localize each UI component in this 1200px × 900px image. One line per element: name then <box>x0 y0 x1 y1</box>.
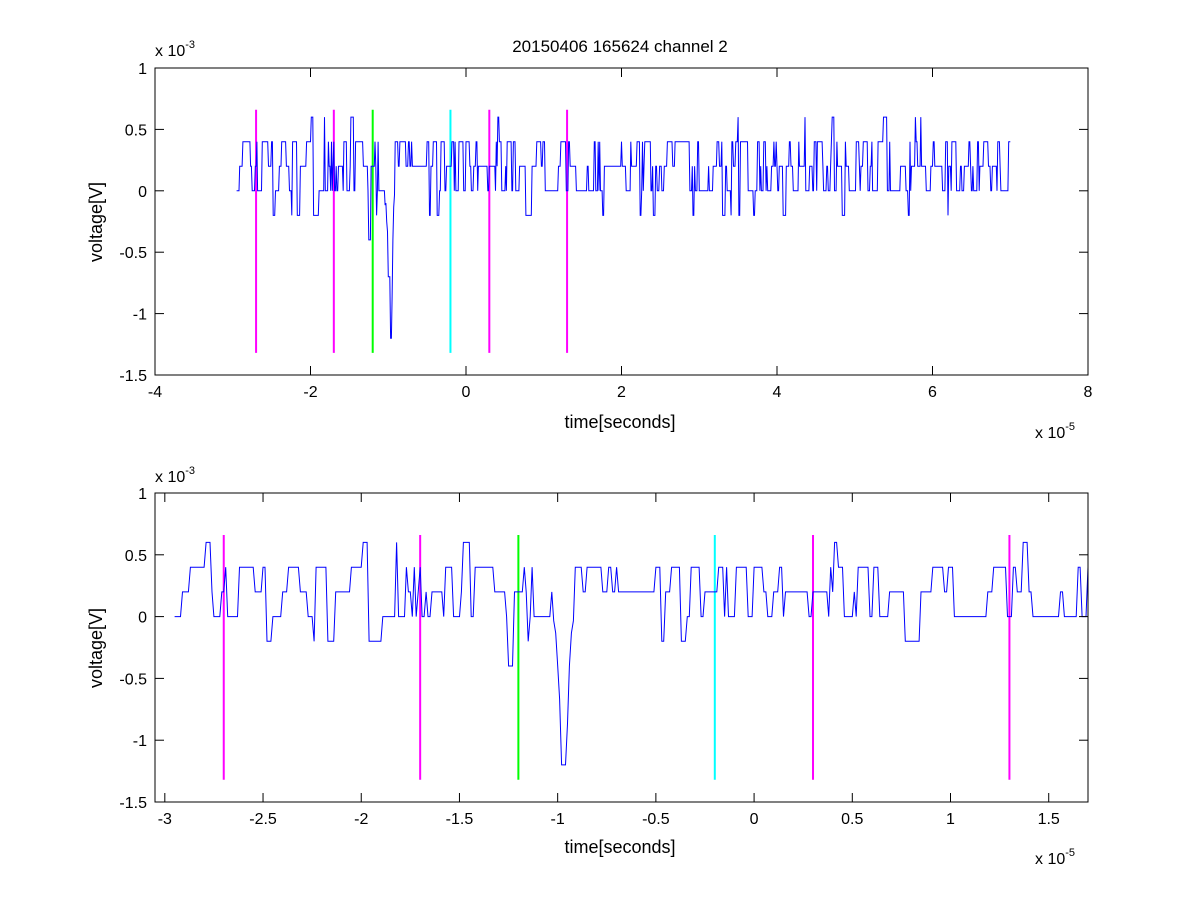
top-x-exponent-base: x 10 <box>1035 425 1065 442</box>
top-xlabel: time[seconds] <box>564 412 675 432</box>
top-ylabel: voltage[V] <box>86 182 106 262</box>
top-xtick-label: -2 <box>303 384 317 401</box>
top-x-exponent: x 10-5 <box>1035 421 1075 442</box>
subplot-top: -4 -2 0 2 4 6 8 -1.5 -1 -0.5 0 0.5 1 time[seconds] v… <box>86 39 1093 442</box>
bottom-xtick-label: -2 <box>354 811 368 828</box>
bottom-xtick-label: -1.5 <box>446 811 474 828</box>
top-xtick-label: 0 <box>462 384 471 401</box>
bottom-ticks <box>155 492 1088 803</box>
bottom-tick-labels: -3 -2.5 -2 -1.5 -1 -0.5 0 0.5 1 1.5 -1.5 -1 -0.5 0 0.5… <box>119 486 1060 828</box>
top-ytick-label: 0 <box>138 184 147 201</box>
bottom-x-exponent-base: x 10 <box>1035 851 1065 868</box>
bottom-ytick-label: 0.5 <box>125 548 147 565</box>
bottom-xtick-label: -1 <box>551 811 565 828</box>
bottom-x-exponent-power: -5 <box>1065 847 1075 859</box>
bottom-xlabel: time[seconds] <box>564 837 675 857</box>
bottom-xtick-label: 0.5 <box>841 811 863 828</box>
bottom-signal-line <box>174 541 1089 766</box>
bottom-ytick-label: 1 <box>138 486 147 503</box>
bottom-ytick-label: -1 <box>133 733 147 750</box>
bottom-y-exponent-power: -3 <box>185 465 195 477</box>
top-ytick-label: -1.5 <box>119 368 147 385</box>
top-xtick-label: 2 <box>617 384 626 401</box>
top-ytick-label: -1 <box>133 307 147 324</box>
bottom-ylabel: voltage[V] <box>86 608 106 688</box>
bottom-ytick-label: 0 <box>138 610 147 627</box>
top-y-exponent-power: -3 <box>185 39 195 51</box>
bottom-ytick-label: -0.5 <box>119 671 147 688</box>
top-markers <box>255 109 569 353</box>
top-xtick-label: 4 <box>773 384 782 401</box>
bottom-xtick-label: -3 <box>158 811 172 828</box>
top-y-exponent: x 10-3 <box>155 39 195 60</box>
top-xtick-label: -4 <box>148 384 162 401</box>
bottom-signal <box>174 541 1089 766</box>
bottom-y-exponent-base: x 10 <box>155 469 185 486</box>
subplot-bottom: -3 -2.5 -2 -1.5 -1 -0.5 0 0.5 1 1.5 -1.5 -1 -0.5 0 0.5… <box>86 465 1089 868</box>
bottom-x-exponent: x 10-5 <box>1035 847 1075 868</box>
bottom-y-exponent: x 10-3 <box>155 465 195 486</box>
top-x-exponent-power: -5 <box>1065 421 1075 433</box>
figure-title: 20150406 165624 channel 2 <box>512 37 728 56</box>
top-xtick-label: 8 <box>1084 384 1093 401</box>
bottom-xtick-label: 0 <box>750 811 759 828</box>
top-ticks <box>154 67 1089 376</box>
top-ytick-label: 1 <box>138 61 147 78</box>
top-signal <box>236 116 1011 339</box>
top-signal-line <box>236 116 1011 339</box>
top-ytick-label: 0.5 <box>125 122 147 139</box>
bottom-xtick-label: -0.5 <box>642 811 670 828</box>
bottom-xtick-label: 1.5 <box>1038 811 1060 828</box>
bottom-axes-box <box>154 492 1089 803</box>
bottom-ytick-label: -1.5 <box>119 795 147 812</box>
bottom-xtick-label: -2.5 <box>249 811 277 828</box>
top-ytick-label: -0.5 <box>119 245 147 262</box>
bottom-xtick-label: 1 <box>946 811 955 828</box>
top-xtick-label: 6 <box>928 384 937 401</box>
bottom-markers <box>222 535 1011 780</box>
top-y-exponent-base: x 10 <box>155 43 185 60</box>
top-tick-labels: -4 -2 0 2 4 6 8 -1.5 -1 -0.5 0 0.5 1 <box>119 61 1092 401</box>
